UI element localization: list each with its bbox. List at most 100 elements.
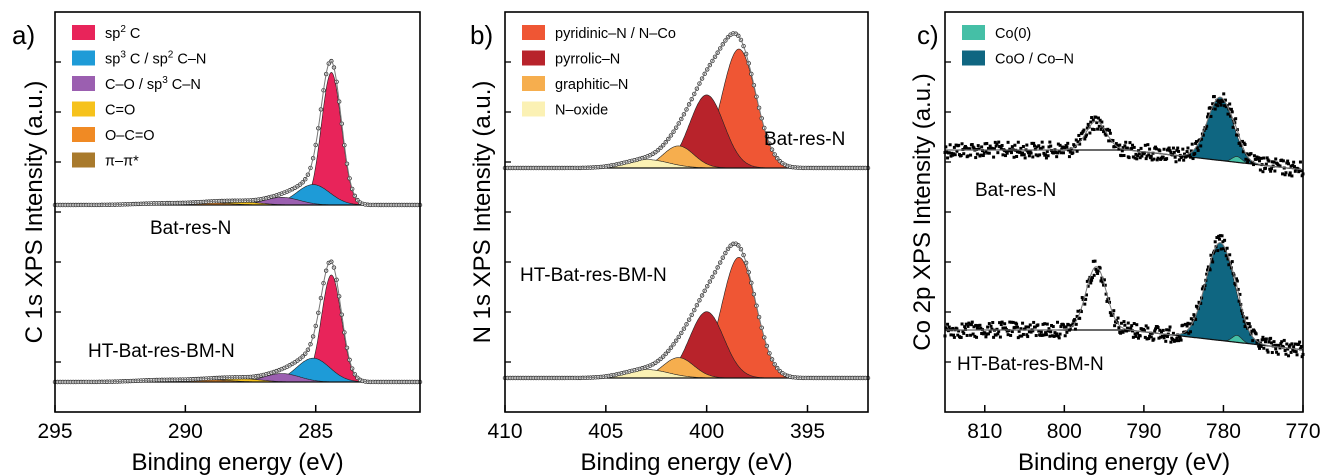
data-point [949,333,953,337]
data-point [1264,337,1268,341]
data-point [1005,329,1009,333]
data-point [1083,137,1087,141]
data-point [1080,296,1084,300]
data-point [1270,160,1274,164]
data-point [964,322,968,326]
data-point [1133,156,1137,160]
data-point [1191,318,1195,322]
data-point [1108,128,1112,132]
data-point [988,330,992,334]
data-point [1280,158,1284,162]
data-point [979,326,983,330]
data-point [1121,146,1125,150]
data-point [1076,309,1080,313]
data-point [1125,146,1129,150]
data-points [52,259,423,385]
data-point [1113,324,1117,328]
data-point [1130,324,1134,328]
data-point [1105,299,1109,303]
data-point [1036,323,1040,327]
data-point [1152,337,1156,341]
data-point [1293,169,1297,173]
data-point [952,335,956,339]
data-point [1056,320,1060,324]
data-point [946,329,950,333]
data-point [1148,334,1152,338]
data-point [1161,155,1165,159]
data-point [1013,325,1017,329]
data-point [1187,331,1191,335]
data-point [985,141,989,145]
data-point [1126,321,1130,325]
data-point [1033,144,1036,148]
data-point [1235,277,1239,281]
data-point [948,143,952,147]
data-point [1100,120,1104,124]
data-point [1213,107,1217,111]
data-point [1263,166,1267,170]
data-point [1180,154,1184,158]
data-point [1189,317,1193,321]
spectrum-label: HT-Bat-res-BM-N [520,265,667,286]
data-point [1086,122,1090,126]
data-point [1275,350,1279,354]
data-point [1102,130,1106,134]
data-point [1046,154,1050,158]
data-point [1285,342,1289,346]
data-point [1103,283,1107,287]
data-point [1188,152,1192,156]
data-point [1146,143,1150,147]
data-point [1006,333,1010,337]
data-point [1061,145,1065,149]
envelope-line [55,260,420,383]
data-point [1101,280,1105,284]
legend-swatch [72,152,95,168]
data-point [1282,338,1286,342]
data-point [1122,154,1126,158]
data-point [1148,331,1152,335]
data-point [1235,279,1239,283]
data-point [1015,322,1019,326]
data-point [1211,102,1215,106]
data-point [1159,335,1163,339]
data-point [1050,323,1054,327]
data-point [1052,334,1056,338]
data-point [998,321,1002,325]
data-point [1062,325,1066,329]
data-point [966,324,970,328]
data-point [1269,167,1273,171]
data-point [1002,326,1006,330]
data-point [1164,339,1168,343]
data-point [1206,112,1210,116]
data-point [1147,337,1151,341]
data-point [952,333,956,337]
data-point [1012,155,1016,159]
data-point [1281,345,1285,349]
data-point [1098,266,1102,270]
x-axis-label: Binding energy (eV) [580,449,792,475]
data-point [1048,140,1052,144]
data-point [1199,144,1203,148]
data-point [1117,147,1121,151]
data-point [1033,325,1037,329]
data-point [1042,151,1046,155]
data-point [1032,320,1036,324]
data-point [951,326,955,330]
data-point [1224,254,1228,258]
data-point [1235,133,1239,137]
data-point [1260,338,1264,342]
legend-swatch [72,101,95,117]
data-point [1255,340,1259,344]
data-point [1067,323,1071,327]
data-point [1015,155,1019,159]
data-point [1146,326,1150,330]
data-point [1184,155,1188,159]
data-point [1201,133,1205,137]
data-point [1152,157,1156,161]
data-point [975,335,979,339]
data-point [1171,146,1175,150]
data-point [1044,331,1048,335]
data-point [1058,143,1062,147]
data-point [1075,149,1079,153]
data-point [975,326,979,330]
